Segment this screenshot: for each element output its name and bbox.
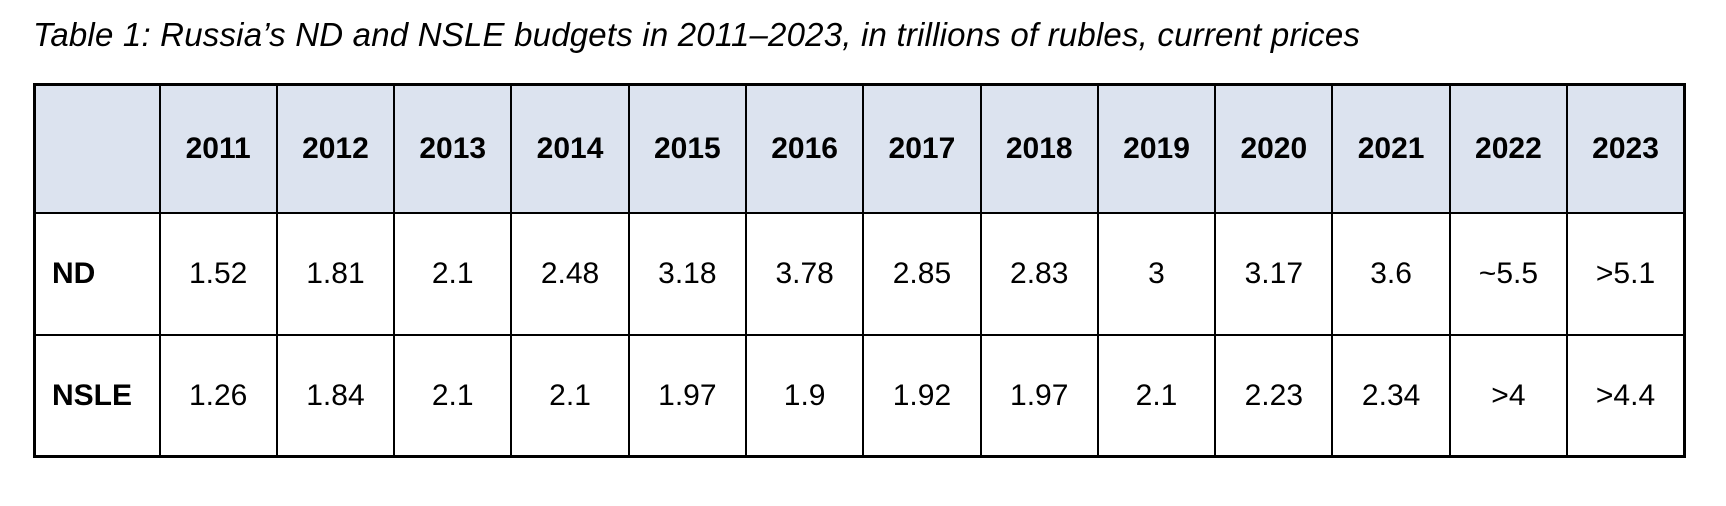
table-row-nsle: NSLE 1.26 1.84 2.1 2.1 1.97 1.9 1.92 1.9…	[33, 333, 1686, 458]
column-header-2013: 2013	[393, 83, 513, 214]
cell-nsle-2018: 1.97	[979, 333, 1099, 458]
column-header-2012: 2012	[275, 83, 396, 214]
table-caption: Table 1: Russia’s ND and NSLE budgets in…	[33, 16, 1361, 53]
corner-cell	[33, 83, 161, 214]
cell-nd-2020: 3.17	[1214, 211, 1334, 336]
cell-nd-2023: >5.1	[1566, 211, 1686, 336]
cell-nsle-2013: 2.1	[393, 333, 513, 458]
row-label-nd: ND	[33, 211, 161, 336]
cell-nd-2018: 2.83	[979, 211, 1099, 336]
table-row-nd: ND 1.52 1.81 2.1 2.48 3.18 3.78 2.85 2.8…	[33, 211, 1686, 336]
cell-nd-2019: 3	[1096, 211, 1217, 336]
column-header-2018: 2018	[979, 83, 1099, 214]
column-header-2015: 2015	[627, 83, 747, 214]
table-header-row: 2011 2012 2013 2014 2015 2016 2017 2018 …	[33, 83, 1686, 214]
cell-nd-2017: 2.85	[862, 211, 982, 336]
cell-nsle-2023: >4.4	[1566, 333, 1686, 458]
cell-nd-2012: 1.81	[275, 211, 396, 336]
page: Table 1: Russia’s ND and NSLE budgets in…	[33, 16, 1686, 459]
column-header-2016: 2016	[744, 83, 865, 214]
cell-nd-2011: 1.52	[158, 211, 278, 336]
cell-nsle-2014: 2.1	[510, 333, 630, 458]
cell-nd-2015: 3.18	[627, 211, 747, 336]
cell-nd-2022: ~5.5	[1448, 211, 1569, 336]
cell-nd-2021: 3.6	[1331, 211, 1451, 336]
column-header-2017: 2017	[862, 83, 982, 214]
cell-nsle-2012: 1.84	[275, 333, 396, 458]
column-header-2011: 2011	[158, 83, 278, 214]
column-header-2023: 2023	[1566, 83, 1686, 214]
column-header-2019: 2019	[1096, 83, 1217, 214]
column-header-2022: 2022	[1448, 83, 1569, 214]
cell-nsle-2016: 1.9	[744, 333, 865, 458]
cell-nsle-2021: 2.34	[1331, 333, 1451, 458]
cell-nd-2014: 2.48	[510, 211, 630, 336]
column-header-2014: 2014	[510, 83, 630, 214]
cell-nsle-2015: 1.97	[627, 333, 747, 458]
cell-nd-2013: 2.1	[393, 211, 513, 336]
cell-nsle-2017: 1.92	[862, 333, 982, 458]
cell-nsle-2019: 2.1	[1096, 333, 1217, 458]
budget-table: 2011 2012 2013 2014 2015 2016 2017 2018 …	[33, 83, 1686, 459]
cell-nsle-2020: 2.23	[1214, 333, 1334, 458]
cell-nsle-2022: >4	[1448, 333, 1569, 458]
column-header-2021: 2021	[1331, 83, 1451, 214]
cell-nsle-2011: 1.26	[158, 333, 278, 458]
cell-nd-2016: 3.78	[744, 211, 865, 336]
row-label-nsle: NSLE	[33, 333, 161, 458]
column-header-2020: 2020	[1214, 83, 1334, 214]
